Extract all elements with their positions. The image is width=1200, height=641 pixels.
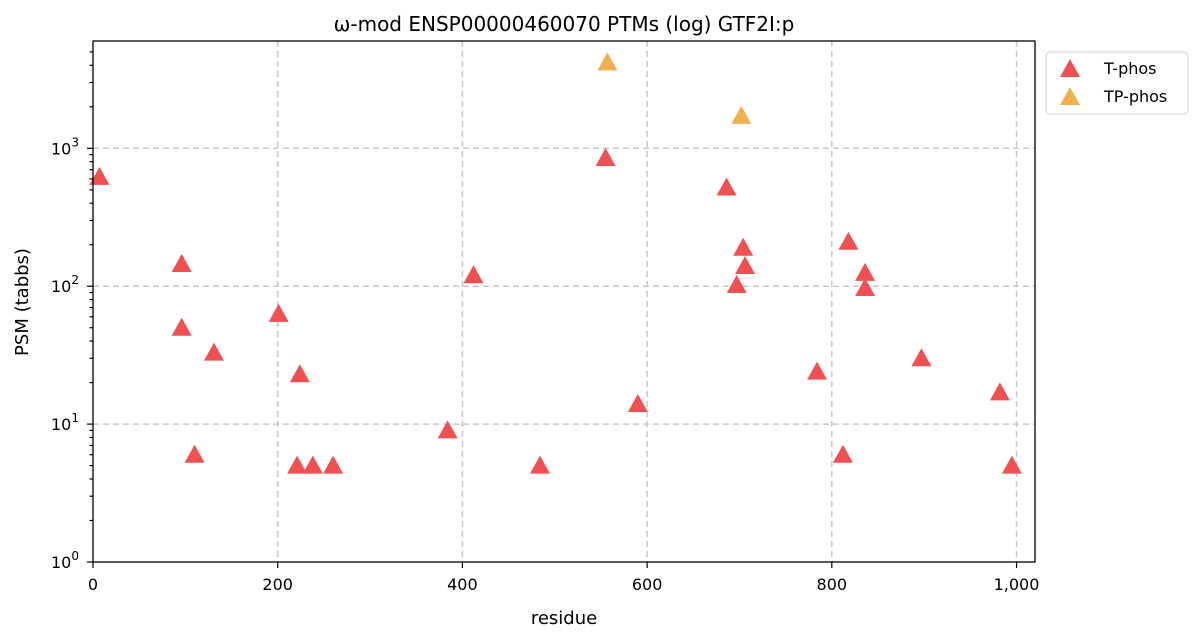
x-tick-label: 600 bbox=[632, 575, 663, 594]
y-tick-base: 10 bbox=[51, 139, 71, 158]
y-tick-base: 10 bbox=[51, 277, 71, 296]
point-t-phos bbox=[989, 382, 1010, 401]
data-points bbox=[89, 52, 1022, 474]
point-t-phos bbox=[735, 256, 756, 275]
point-t-phos bbox=[302, 455, 323, 474]
point-tp-phos bbox=[731, 105, 752, 124]
y-tick-label: 101 bbox=[51, 411, 79, 434]
point-t-phos bbox=[726, 275, 747, 294]
point-t-phos bbox=[832, 444, 853, 463]
legend-label-tp-phos: TP-phos bbox=[1103, 87, 1167, 106]
x-tick-label: 0 bbox=[88, 575, 98, 594]
point-t-phos bbox=[1001, 455, 1022, 474]
x-tick-label: 400 bbox=[447, 575, 478, 594]
legend-marker-tp-phos bbox=[1060, 87, 1080, 105]
x-tick-label: 1,000 bbox=[994, 575, 1040, 594]
point-tp-phos bbox=[597, 52, 618, 71]
y-tick-exponent: 2 bbox=[71, 273, 79, 287]
chart-title: ω-mod ENSP00000460070 PTMs (log) GTF2I:p bbox=[334, 12, 795, 36]
point-t-phos bbox=[807, 361, 828, 380]
point-t-phos bbox=[838, 231, 859, 250]
y-tick-base: 10 bbox=[51, 553, 71, 572]
x-tick-label: 800 bbox=[817, 575, 848, 594]
point-t-phos bbox=[171, 317, 192, 336]
point-t-phos bbox=[89, 166, 110, 185]
legend-box bbox=[1045, 51, 1189, 115]
point-t-phos bbox=[627, 393, 648, 412]
point-t-phos bbox=[184, 444, 205, 463]
y-tick-label: 103 bbox=[51, 135, 79, 158]
point-t-phos bbox=[437, 420, 458, 439]
y-tick-label: 100 bbox=[51, 549, 79, 572]
point-t-phos bbox=[733, 237, 754, 256]
point-t-phos bbox=[203, 342, 224, 361]
x-tick-label: 200 bbox=[262, 575, 293, 594]
y-tick-exponent: 1 bbox=[71, 411, 79, 425]
legend-marker-t-phos bbox=[1060, 59, 1080, 77]
point-t-phos bbox=[911, 348, 932, 367]
point-t-phos bbox=[323, 455, 344, 474]
point-t-phos bbox=[268, 303, 289, 322]
point-t-phos bbox=[855, 278, 876, 297]
point-t-phos bbox=[171, 253, 192, 272]
point-t-phos bbox=[595, 148, 616, 167]
point-t-phos bbox=[287, 455, 308, 474]
x-axis-label: residue bbox=[531, 608, 597, 629]
y-tick-exponent: 3 bbox=[71, 135, 79, 149]
legend-label-t-phos: T-phos bbox=[1103, 59, 1157, 78]
point-t-phos bbox=[716, 177, 737, 196]
plot-frame bbox=[92, 40, 1036, 563]
point-t-phos bbox=[463, 265, 484, 284]
y-tick-base: 10 bbox=[51, 415, 71, 434]
y-tick-label: 102 bbox=[51, 273, 79, 296]
y-axis-label: PSM (tabbs) bbox=[12, 248, 33, 356]
legend: T-phos TP-phos bbox=[1045, 51, 1189, 115]
point-t-phos bbox=[855, 262, 876, 281]
grid bbox=[93, 41, 1035, 562]
point-t-phos bbox=[289, 364, 310, 383]
point-t-phos bbox=[529, 455, 550, 474]
y-tick-exponent: 0 bbox=[71, 549, 79, 563]
